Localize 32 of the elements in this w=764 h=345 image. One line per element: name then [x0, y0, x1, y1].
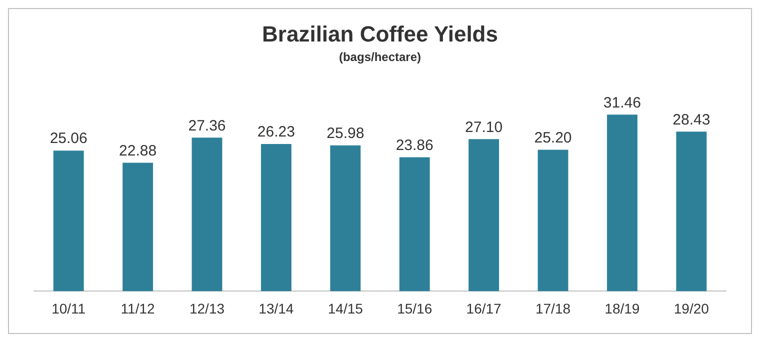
bar [399, 157, 430, 292]
x-tick-label: 16/17 [466, 300, 502, 316]
x-tick-label: 13/14 [258, 300, 294, 316]
x-tick-label: 14/15 [328, 300, 364, 316]
data-label: 25.06 [50, 130, 88, 148]
bar [260, 144, 292, 292]
x-tick-label: 11/12 [120, 300, 156, 316]
x-tick-label: 10/11 [52, 300, 86, 316]
chart-title: Brazilian Coffee Yields [262, 21, 498, 46]
data-label: 25.98 [326, 125, 364, 142]
data-label: 27.36 [188, 117, 226, 134]
bar [606, 114, 638, 292]
data-label: 22.88 [119, 142, 157, 160]
bar [676, 132, 707, 292]
bar [468, 139, 500, 292]
x-tick-label: 18/19 [604, 300, 640, 316]
x-tick-label: 15/16 [397, 300, 432, 316]
data-label: 28.43 [672, 111, 710, 128]
x-tick-label: 12/13 [189, 300, 225, 316]
data-label: 25.20 [534, 129, 572, 146]
x-tick-label: 19/20 [674, 300, 710, 316]
bar [53, 150, 84, 292]
bar [330, 145, 361, 292]
bar [122, 162, 154, 292]
bar [538, 150, 568, 292]
x-tick-label: 17/18 [535, 300, 571, 316]
chart-subtitle: (bags/hectare) [338, 50, 422, 64]
bar [192, 138, 222, 292]
data-label: 27.10 [465, 118, 503, 136]
data-label: 26.23 [257, 124, 295, 141]
data-label: 23.86 [396, 136, 434, 154]
data-label: 31.46 [603, 94, 641, 112]
